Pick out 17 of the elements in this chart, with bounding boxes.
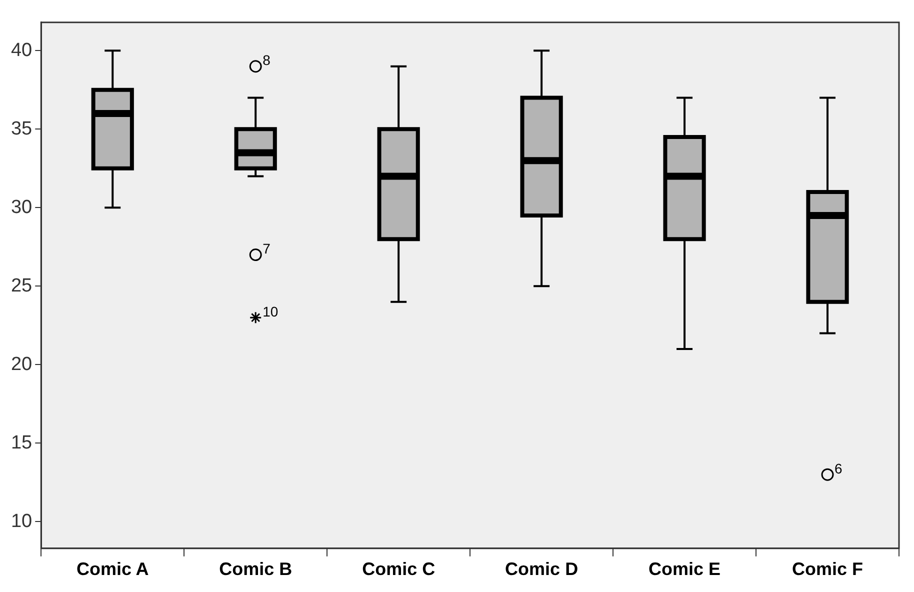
x-tick-label: Comic A [76, 559, 149, 580]
annotation: 10 [262, 303, 278, 320]
annotation: 8 [262, 52, 271, 68]
y-tick-label: 25 [10, 275, 32, 296]
y-tick-label: 30 [10, 196, 32, 218]
y-tick-label: 35 [10, 118, 32, 140]
x-tick-label: Comic F [792, 559, 864, 580]
y-tick-label: 40 [10, 40, 32, 61]
x-tick-label: Comic B [219, 559, 292, 580]
y-tick-label: 20 [10, 354, 32, 375]
annotation: 6 [834, 460, 843, 476]
y-tick-label: 15 [10, 432, 32, 454]
y-tick-label: 10 [10, 510, 32, 532]
x-tick-label: Comic C [362, 559, 436, 580]
x-tick-label: Comic E [648, 559, 721, 580]
annotation: 7 [262, 240, 271, 257]
x-tick-label: Comic D [505, 559, 578, 580]
